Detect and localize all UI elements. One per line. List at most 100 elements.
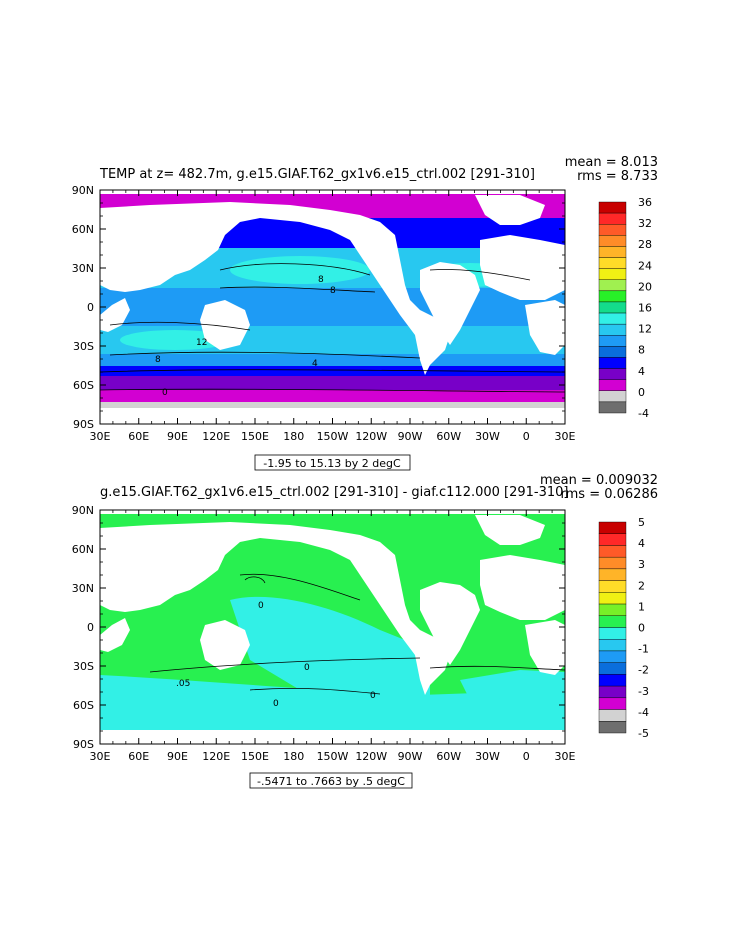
panel-1-mean: mean = 8.013 [565,155,658,170]
colorbar-swatch [598,390,627,403]
x-tick-label: 120W [355,430,387,443]
panel-2: g.e15.GIAF.T62_gx1v6.e15_ctrl.002 [291-3… [72,473,658,789]
colorbar-label: 16 [638,302,652,315]
south-mid-band [100,354,565,366]
x-tick-label: 150W [317,430,349,443]
diff-contour-label-3: 0 [370,691,376,701]
x-tick-label: 30E [555,750,576,763]
colorbar-swatch [598,603,627,616]
contour-label-2: 8 [330,286,336,296]
y-tick-label: 0 [87,301,94,314]
colorbar-swatch [598,212,627,225]
x-tick-label: 90E [167,750,188,763]
x-tick-label: 180 [283,430,304,443]
y-tick-label: 60S [73,379,94,392]
colorbar-swatch [598,346,627,358]
colorbar-label: 12 [638,323,652,336]
colorbar-label: 5 [638,516,645,529]
x-tick-label: 180 [283,750,304,763]
x-tick-label: 120E [202,750,230,763]
x-tick-label: 0 [523,430,530,443]
colorbar-label: 0 [638,386,645,399]
colorbar-swatch [598,368,627,380]
contour-label-4: 8 [155,355,161,365]
y-tick-label: 60N [72,223,94,236]
colorbar-swatch [598,662,627,675]
x-tick-label: 30E [90,750,111,763]
acc-band [100,376,565,390]
contour-label-6: 0 [162,388,168,398]
x-tick-label: 60W [436,430,461,443]
y-tick-label: 90S [73,738,94,751]
y-tick-label: 90S [73,418,94,431]
panel-2-rms: rms = 0.06286 [561,487,658,502]
diff-atlantic [460,670,565,700]
diff-contour-label-2: 0 [304,663,310,673]
colorbar-swatch [598,268,627,280]
colorbar-label: 4 [638,365,645,378]
colorbar-swatch [598,697,627,710]
x-tick-label: 60E [128,430,149,443]
panel-1-rms: rms = 8.733 [577,169,658,184]
colorbar-swatch [598,521,627,534]
x-tick-label: 120E [202,430,230,443]
panel-2-colorbar: 5 4 3 2 1 0 -1 -2 -3 -4 -5 [598,516,649,740]
diff-contour-label-4: 0 [273,699,279,709]
colorbar-swatch [598,301,627,314]
colorbar-swatch [598,312,627,325]
colorbar-swatch [598,685,627,699]
colorbar-swatch [598,357,627,369]
colorbar-label: 4 [638,537,645,550]
x-tick-label: 0 [523,750,530,763]
colorbar-swatch [598,401,627,414]
colorbar-swatch [598,290,627,303]
colorbar-swatch [598,627,627,640]
colorbar-label: -5 [638,727,649,740]
contours-1 [100,263,565,393]
colorbar-swatch [598,201,627,214]
colorbar-swatch [598,335,627,347]
panel-1-range-box [254,454,411,471]
colorbar-label: -4 [638,706,649,719]
contour-label-1: 8 [318,275,324,285]
x-tick-label: 90W [398,430,423,443]
x-tick-label: 60E [128,750,149,763]
x-tick-label: 120W [355,750,387,763]
colorbar-swatch [598,650,627,663]
y-tick-label: 90N [72,504,94,517]
panel-1: TEMP at z= 482.7m, g.e15.GIAF.T62_gx1v6.… [72,155,658,471]
north-pacific-warm-core [230,256,370,284]
y-tick-label: 60S [73,699,94,712]
contour-label-5: 4 [312,359,318,369]
colorbar-swatch [598,721,627,734]
diff-east-pacific [230,596,430,700]
x-tick-label: 90W [398,750,423,763]
land-2 [100,510,565,744]
colorbar-swatch [598,224,627,236]
colorbar-label: -3 [638,685,649,698]
diff-southern-ocean [100,675,565,730]
antarctic-edge-band [100,402,565,408]
panel-1-title: TEMP at z= 482.7m, g.e15.GIAF.T62_gx1v6.… [99,167,535,182]
y-tick-label: 30S [73,660,94,673]
x-tick-label: 30W [475,750,500,763]
colorbar-swatch [598,709,627,722]
y-tick-label: 90N [72,184,94,197]
panel-2-map: 0 0 0 0 .05 [100,510,565,744]
y-tick-label: 30S [73,340,94,353]
x-tick-label: 150W [317,750,349,763]
colorbar-label: 0 [638,622,645,635]
colorbar-swatch [598,279,627,292]
colorbar-swatch [598,235,627,247]
colorbar-swatch [598,615,627,628]
x-tick-label: 30E [90,430,111,443]
panel-1-map: 8 8 12 8 4 0 [100,190,565,424]
colorbar-label: 8 [638,344,645,357]
colorbar-label: 1 [638,600,645,613]
diff-contour-label-1: 0 [258,601,264,611]
colorbar-label: 36 [638,196,652,209]
panel-2-axes: 30E 60E 90E 120E 150E 180 150W 120W 90W 60W 30W 0 30… [72,504,576,763]
antarctic-band [100,390,565,402]
tropical-band [100,288,565,326]
